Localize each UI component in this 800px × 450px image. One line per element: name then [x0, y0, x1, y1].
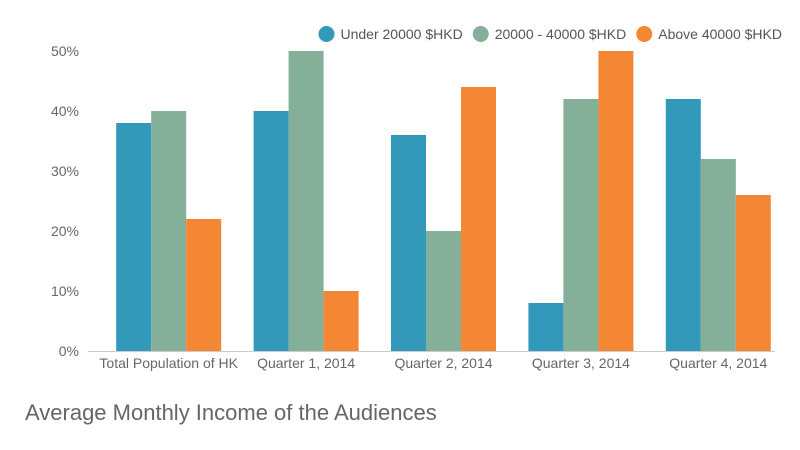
- bar-1: [665, 99, 701, 351]
- x-tick-label: Quarter 2, 2014: [394, 355, 492, 371]
- legend-marker: [636, 26, 653, 42]
- bar-2: [426, 231, 461, 351]
- y-tick-label: 50%: [51, 43, 79, 59]
- bar-2: [288, 51, 324, 351]
- bar-1: [528, 303, 564, 351]
- y-tick-label: 40%: [51, 103, 79, 119]
- legend-marker: [318, 26, 335, 42]
- bar-2: [151, 111, 187, 351]
- chart-title: Average Monthly Income of the Audiences: [25, 400, 437, 425]
- x-tick-label: Total Population of HK: [99, 355, 238, 371]
- legend-label: Under 20000 $HKD: [341, 26, 463, 42]
- bar-3: [598, 51, 634, 351]
- legend-label: 20000 - 40000 $HKD: [495, 26, 627, 42]
- bar-3: [735, 195, 771, 351]
- y-tick-label: 20%: [51, 223, 79, 239]
- bar-3: [323, 291, 359, 351]
- bar-1: [391, 135, 426, 351]
- y-tick-label: 10%: [51, 283, 79, 299]
- legend-label: Above 40000 $HKD: [658, 26, 782, 42]
- x-tick-label: Quarter 3, 2014: [532, 355, 630, 371]
- y-tick-label: 30%: [51, 163, 79, 179]
- bar-3: [461, 87, 496, 351]
- x-tick-label: Quarter 4, 2014: [669, 355, 767, 371]
- bar-2: [563, 99, 599, 351]
- bar-1: [116, 123, 152, 351]
- x-tick-label: Quarter 1, 2014: [257, 355, 355, 371]
- bar-2: [700, 159, 736, 351]
- bar-3: [186, 219, 222, 351]
- y-tick-label: 0%: [59, 343, 79, 359]
- bar-1: [253, 111, 289, 351]
- legend-marker: [472, 26, 489, 42]
